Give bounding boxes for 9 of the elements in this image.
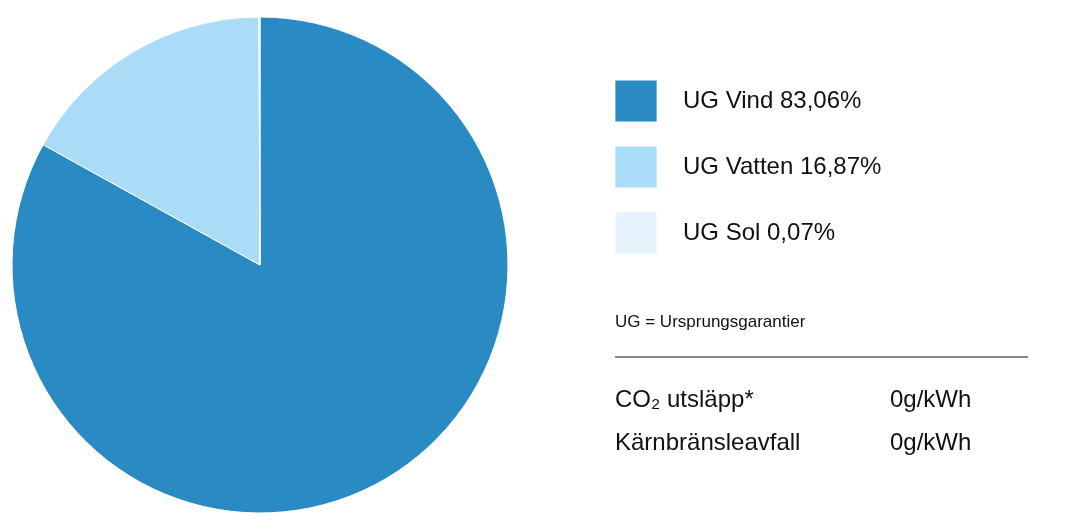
text: Kärnbränsleavfall <box>615 428 801 455</box>
legend-label: UG Vind 83,06% <box>683 86 862 113</box>
text: UG = Ursprungsgarantier <box>615 312 806 331</box>
pie-slice <box>11 16 509 514</box>
legend-label: UG Vatten 16,87% <box>683 152 882 179</box>
legend-label: UG Sol 0,07% <box>683 218 836 245</box>
text: 0g/kWh <box>890 428 972 455</box>
text: CO₂ utsläpp* <box>615 385 754 412</box>
text: 0g/kWh <box>890 385 972 412</box>
